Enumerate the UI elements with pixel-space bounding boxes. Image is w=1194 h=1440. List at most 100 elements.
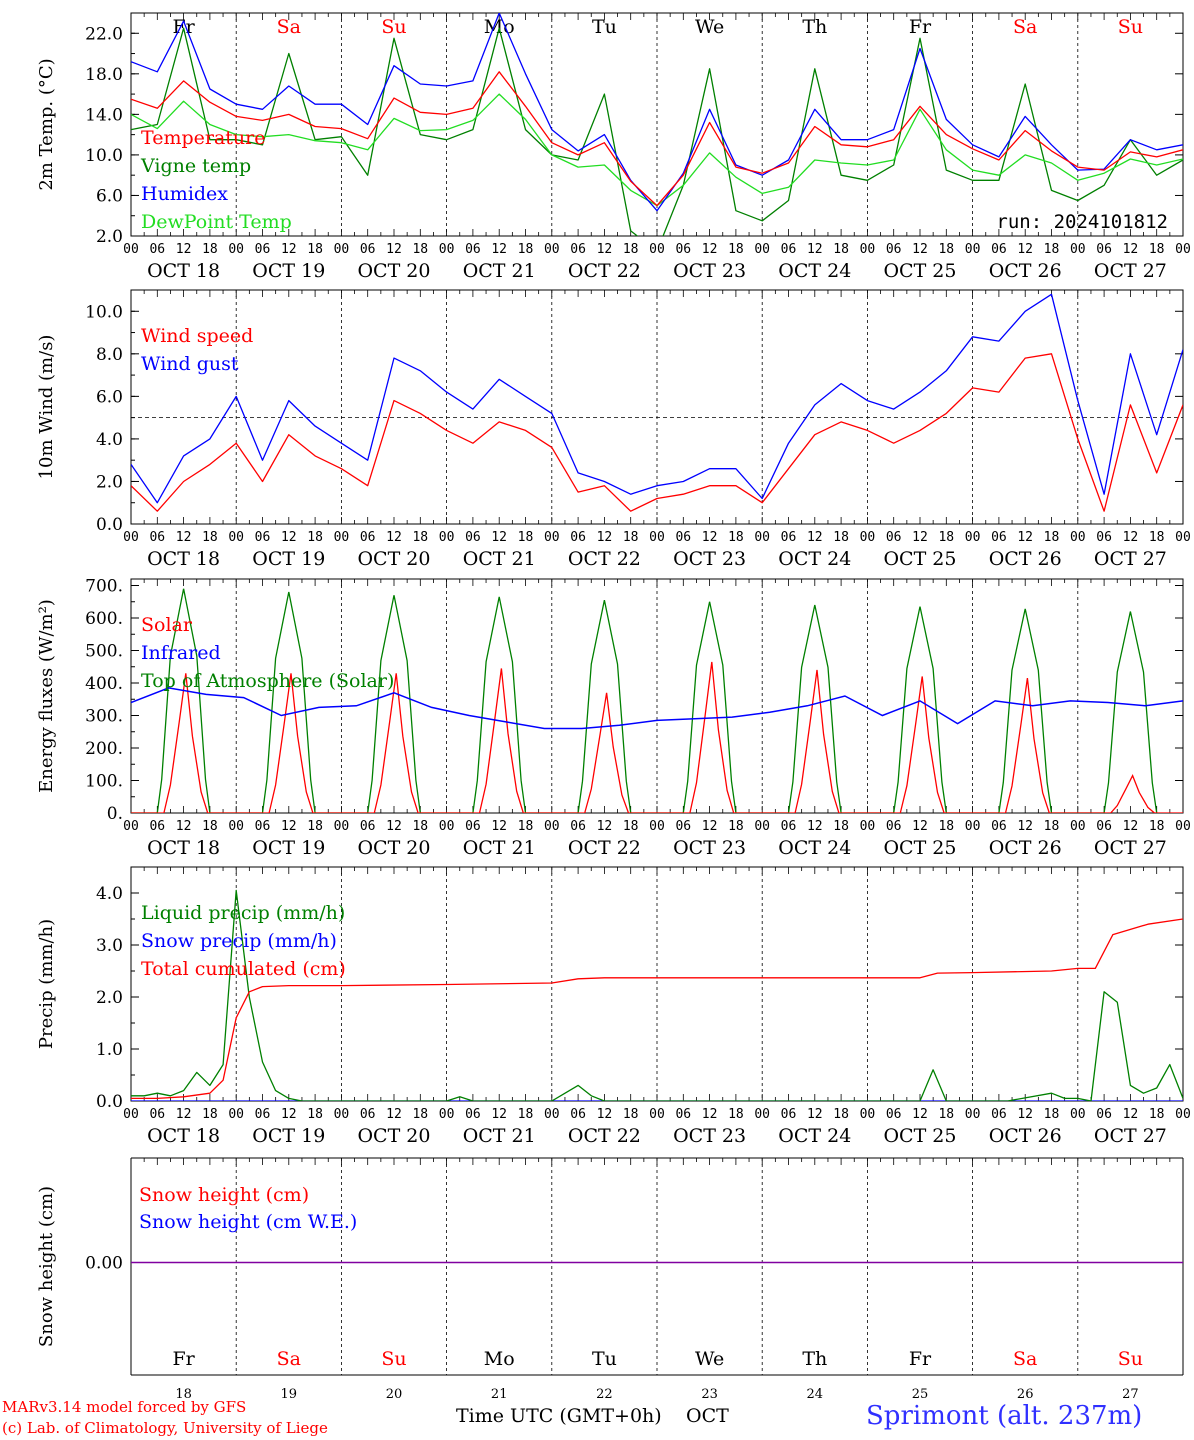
- temp-hour-label: 00: [860, 242, 876, 257]
- snow-day-name: Sa: [277, 1348, 301, 1370]
- flux-hour-label: 00: [649, 819, 665, 834]
- snow-legend-entry: Snow height (cm): [139, 1184, 309, 1206]
- flux-hour-label: 06: [255, 819, 271, 834]
- temp-day-name: Tu: [592, 16, 617, 38]
- flux-series-toa-solar: [131, 588, 1158, 813]
- precip-xaxis: 00 06 12 18 OCT 18 00 06 12 18 OCT 19 00 06 12 18 OCT …: [123, 1107, 1191, 1147]
- temp-hour-label: 12: [807, 242, 823, 257]
- flux-legend: Solar Infrared Top of Atmosphere (Solar): [141, 614, 394, 692]
- flux-legend-entry: Infrared: [141, 642, 221, 664]
- footer-station: Sprimont (alt. 237m): [866, 1401, 1143, 1431]
- temp-hour-label: 12: [1017, 242, 1033, 257]
- flux-date-label: OCT 20: [357, 837, 430, 859]
- flux-legend-entry: Solar: [141, 614, 193, 636]
- temp-day-name: Su: [381, 16, 406, 38]
- wind-hour-label: 06: [255, 530, 271, 545]
- wind-hour-label: 12: [281, 530, 297, 545]
- temp-date-label: OCT 19: [252, 260, 325, 282]
- temp-frame: [130, 12, 1184, 237]
- temp-day-name: Sa: [1013, 16, 1037, 38]
- flux-hour-label: 12: [491, 819, 507, 834]
- temp-ytick-label: 10.0: [85, 146, 123, 166]
- precip-legend: Liquid precip (mm/h) Snow precip (mm/h) To…: [141, 902, 346, 980]
- wind-hour-label: 18: [623, 530, 639, 545]
- wind-hour-label: 00: [860, 530, 876, 545]
- precip-hour-label: 06: [255, 1107, 271, 1122]
- flux-xaxis: 00 06 12 18 OCT 18 00 06 12 18 OCT 19 00 06 12 18 OCT …: [123, 819, 1191, 859]
- flux-hour-label: 18: [1149, 819, 1165, 834]
- precip-hour-label: 18: [938, 1107, 954, 1122]
- temp-ytick-label: 6.0: [96, 186, 123, 206]
- temp-hour-label: 06: [886, 242, 902, 257]
- wind-ytick-label: 8.0: [96, 345, 123, 365]
- temp-legend-entry: Temperature: [141, 127, 265, 149]
- precip-hour-label: 00: [334, 1107, 350, 1122]
- wind-hour-label: 12: [491, 530, 507, 545]
- precip-hour-label: 06: [360, 1107, 376, 1122]
- precip-hour-label: 06: [991, 1107, 1007, 1122]
- wind-date-label: OCT 18: [147, 548, 220, 570]
- temp-ylabel: 2m Temp. (°C): [36, 58, 57, 190]
- flux-hour-label: 12: [912, 819, 928, 834]
- wind-hour-label: 00: [1175, 530, 1191, 545]
- wind-hour-label: 00: [754, 530, 770, 545]
- temp-hour-label: 12: [281, 242, 297, 257]
- flux-date-label: OCT 21: [463, 837, 536, 859]
- snow-day-number: 23: [701, 1387, 718, 1402]
- temp-hour-label: 12: [912, 242, 928, 257]
- flux-hour-label: 18: [728, 819, 744, 834]
- wind-hour-label: 00: [334, 530, 350, 545]
- wind-hour-label: 18: [202, 530, 218, 545]
- flux-series-solar: [131, 661, 1183, 813]
- precip-date-label: OCT 20: [357, 1125, 430, 1147]
- temp-day-name: Su: [1118, 16, 1143, 38]
- temp-series-humidex: [131, 13, 1183, 212]
- flux-hour-label: 00: [544, 819, 560, 834]
- snow-day-name: Su: [1118, 1348, 1143, 1370]
- temp-day-name: Fr: [909, 16, 932, 38]
- wind-date-label: OCT 19: [252, 548, 325, 570]
- temp-hour-label: 06: [991, 242, 1007, 257]
- precip-ytick-label: 4.0: [96, 884, 123, 904]
- wind-yaxis: 0.0 2.0 4.0 6.0 8.0 10.0 10m Wind (m/s): [36, 289, 1183, 535]
- wind-hour-label: 06: [360, 530, 376, 545]
- temp-hour-label: 12: [597, 242, 613, 257]
- wind-date-label: OCT 23: [673, 548, 746, 570]
- precip-hour-label: 00: [123, 1107, 139, 1122]
- temp-hour-label: 12: [386, 242, 402, 257]
- temp-day-name: Th: [802, 16, 827, 38]
- flux-date-label: OCT 27: [1094, 837, 1167, 859]
- precip-date-label: OCT 27: [1094, 1125, 1167, 1147]
- temp-hour-label: 12: [1123, 242, 1139, 257]
- precip-date-label: OCT 23: [673, 1125, 746, 1147]
- temp-yaxis: 2.0 6.0 10.0 14.0 18.0 22.0 2m Temp. (°C): [36, 12, 1183, 247]
- precip-hour-label: 06: [1096, 1107, 1112, 1122]
- flux-hour-label: 18: [202, 819, 218, 834]
- precip-hour-label: 06: [675, 1107, 691, 1122]
- snow-day-name: Tu: [592, 1348, 617, 1370]
- flux-hour-label: 06: [991, 819, 1007, 834]
- flux-hour-label: 12: [386, 819, 402, 834]
- temp-date-label: OCT 25: [883, 260, 956, 282]
- flux-hour-label: 18: [307, 819, 323, 834]
- temp-hour-label: 00: [1070, 242, 1086, 257]
- wind-date-label: OCT 26: [989, 548, 1062, 570]
- wind-hour-label: 06: [465, 530, 481, 545]
- temp-hour-label: 00: [123, 242, 139, 257]
- wind-ylabel: 10m Wind (m/s): [36, 335, 57, 480]
- wind-ytick-label: 6.0: [96, 387, 123, 407]
- flux-hour-label: 06: [1096, 819, 1112, 834]
- precip-hour-label: 12: [702, 1107, 718, 1122]
- wind-ytick-label: 0.0: [96, 515, 123, 535]
- precip-hour-label: 18: [202, 1107, 218, 1122]
- precip-hour-label: 00: [860, 1107, 876, 1122]
- precip-hour-label: 06: [465, 1107, 481, 1122]
- flux-hour-label: 12: [702, 819, 718, 834]
- wind-hour-label: 00: [544, 530, 560, 545]
- flux-ytick-label: 0.: [107, 804, 123, 824]
- flux-hour-label: 00: [334, 819, 350, 834]
- flux-hour-label: 00: [439, 819, 455, 834]
- snow-day-name: Sa: [1013, 1348, 1037, 1370]
- footer-copyright: (c) Lab. of Climatology, University of L…: [2, 1419, 328, 1437]
- flux-hour-label: 00: [228, 819, 244, 834]
